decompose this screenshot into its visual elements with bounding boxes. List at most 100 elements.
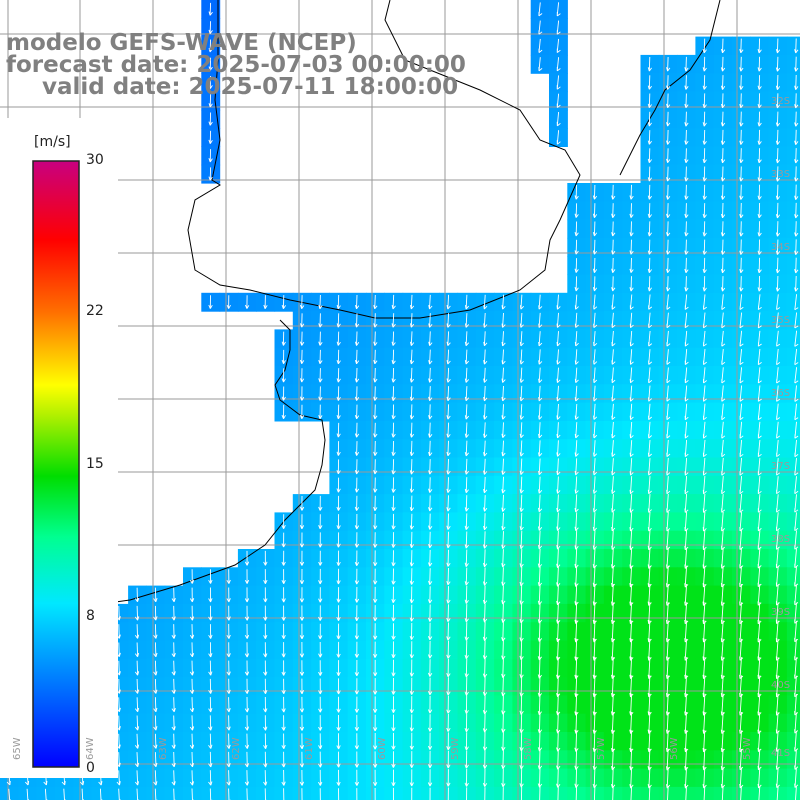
wind-arrow [702, 148, 707, 164]
wind-arrow [592, 221, 598, 237]
wind-arrow [757, 239, 762, 255]
wind-arrow [703, 349, 707, 365]
wind-arrow [281, 623, 286, 640]
wind-speed-cell [786, 475, 800, 495]
wind-speed-cell [603, 622, 623, 642]
wind-arrow [446, 367, 451, 383]
wind-arrow [244, 605, 250, 621]
wind-speed-cell [713, 640, 733, 660]
wind-arrow [134, 697, 140, 713]
wind-arrow [519, 530, 524, 550]
wind-arrow [354, 513, 360, 530]
wind-speed-cell [585, 567, 605, 587]
wind-arrow [409, 294, 415, 310]
wind-arrow [794, 421, 799, 439]
wind-arrow [446, 769, 451, 787]
wind-arrow [629, 349, 634, 365]
wind-speed-cell [512, 658, 532, 678]
wind-speed-cell [750, 549, 770, 568]
wind-speed-cell [677, 420, 696, 440]
wind-arrow [483, 331, 488, 347]
wind-speed-cell [585, 585, 605, 605]
wind-arrow [757, 367, 762, 384]
wind-speed-cell [585, 512, 605, 532]
wind-speed-cell [786, 622, 800, 642]
wind-arrow [648, 785, 651, 800]
wind-arrow [702, 475, 707, 495]
wind-vectors [6, 2, 799, 800]
wind-arrow [739, 457, 744, 476]
wind-speed-cell [768, 732, 788, 751]
wind-speed-cell [512, 640, 532, 660]
wind-speed-cell [677, 640, 696, 660]
wind-speed-cell [457, 567, 477, 587]
wind-arrow [611, 257, 616, 273]
wind-arrow [208, 733, 213, 749]
wind-speed-cell [530, 18, 550, 38]
wind-arrow [171, 678, 176, 694]
wind-speed-cell [475, 622, 495, 642]
wind-arrow [464, 349, 470, 365]
wind-arrow [776, 348, 781, 366]
wind-speed-cell [549, 91, 568, 111]
wind-arrow [629, 421, 634, 439]
wind-arrow [592, 476, 598, 494]
wind-arrow [757, 512, 762, 532]
wind-speed-cell [695, 713, 715, 733]
wind-speed-cell [695, 567, 715, 587]
wind-speed-cell [603, 732, 623, 751]
wind-speed-cell [494, 512, 513, 532]
wind-arrow [391, 568, 396, 585]
wind-arrow [281, 733, 286, 750]
wind-arrow [666, 403, 671, 421]
wind-speed-cell [640, 292, 660, 312]
wind-speed-cell [677, 695, 696, 715]
wind-speed-cell [420, 292, 440, 312]
wind-speed-cell [567, 640, 587, 660]
wind-arrow [354, 568, 360, 585]
wind-arrow [208, 678, 213, 694]
wind-arrow [666, 75, 671, 90]
wind-arrow [354, 751, 360, 768]
wind-arrow [354, 294, 360, 310]
wind-arrow [739, 111, 744, 127]
wind-speed-cell [475, 549, 495, 568]
wind-arrow [684, 294, 689, 310]
wind-arrow [153, 660, 158, 676]
wind-arrow [538, 331, 543, 347]
wind-arrow [409, 386, 415, 401]
wind-arrow [757, 221, 762, 237]
wind-speed-cell [622, 311, 642, 330]
wind-arrow [501, 422, 506, 438]
wind-arrow [629, 239, 634, 255]
wind-arrow [391, 769, 396, 787]
wind-arrow [391, 623, 396, 640]
wind-arrow [446, 604, 451, 623]
latitude-label: 39S [771, 607, 791, 618]
wind-speed-cell [786, 585, 800, 605]
wind-arrow [775, 275, 781, 292]
wind-arrow [556, 530, 561, 550]
wind-speed-cell [457, 311, 477, 330]
wind-speed-cell [549, 73, 568, 93]
wind-arrow [721, 385, 726, 402]
wind-speed-cell [439, 494, 459, 513]
wind-speed-cell [713, 512, 733, 532]
wind-arrow [391, 696, 396, 714]
wind-speed-cell [713, 402, 733, 422]
wind-arrow [428, 367, 433, 383]
valid-date: valid date: 2025-07-11 18:00:00 [42, 74, 459, 100]
wind-arrow [519, 404, 524, 420]
wind-speed-cell [695, 732, 715, 751]
wind-speed-cell [585, 329, 605, 349]
wind-arrow [666, 148, 671, 164]
wind-arrow [336, 751, 341, 768]
wind-speed-cell [713, 347, 733, 367]
wind-arrow [538, 458, 543, 476]
wind-arrow [446, 386, 451, 402]
wind-arrow [501, 294, 506, 310]
wind-speed-cell [530, 420, 550, 440]
wind-arrow [775, 221, 781, 237]
wind-arrow [464, 531, 469, 549]
longitude-label: 57W [596, 737, 607, 760]
